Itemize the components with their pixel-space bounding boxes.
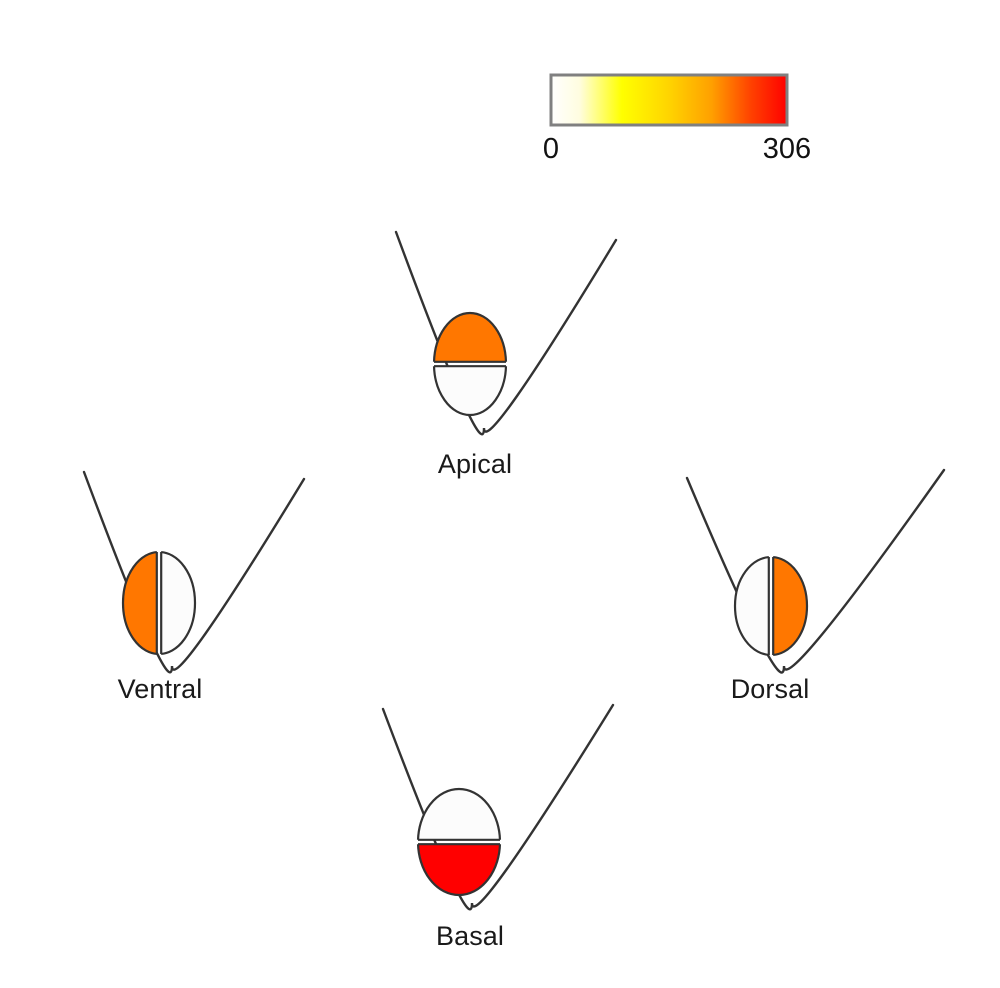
colorbar-gradient-rect bbox=[549, 73, 789, 127]
view-ventral bbox=[82, 470, 306, 674]
view-label-apical: Apical bbox=[437, 449, 513, 479]
oval-half-right-dorsal bbox=[773, 556, 809, 656]
view-dorsal bbox=[685, 468, 946, 674]
view-label-ventral: Ventral bbox=[117, 674, 203, 704]
body-outline-ventral bbox=[82, 470, 306, 674]
oval-half-left-dorsal bbox=[733, 556, 769, 656]
oval-half-bottom-basal bbox=[416, 844, 502, 897]
oval-half-right-ventral bbox=[161, 551, 197, 655]
oval-half-bottom-apical bbox=[432, 366, 508, 417]
oval-half-top-basal bbox=[416, 787, 502, 840]
body-outline-basal bbox=[381, 703, 615, 911]
view-label-basal: Basal bbox=[435, 921, 505, 951]
colorbar-swatch bbox=[549, 73, 789, 127]
oval-half-left-ventral bbox=[121, 551, 157, 655]
views-group bbox=[82, 230, 946, 911]
body-outline-apical bbox=[394, 230, 618, 436]
view-label-dorsal: Dorsal bbox=[730, 674, 810, 704]
colorbar-max-label: 306 bbox=[762, 133, 812, 165]
view-basal bbox=[381, 703, 615, 911]
oval-half-top-apical bbox=[432, 311, 508, 362]
body-outline-dorsal bbox=[685, 468, 946, 674]
colorbar-min-label: 0 bbox=[542, 133, 560, 165]
view-apical bbox=[394, 230, 618, 436]
